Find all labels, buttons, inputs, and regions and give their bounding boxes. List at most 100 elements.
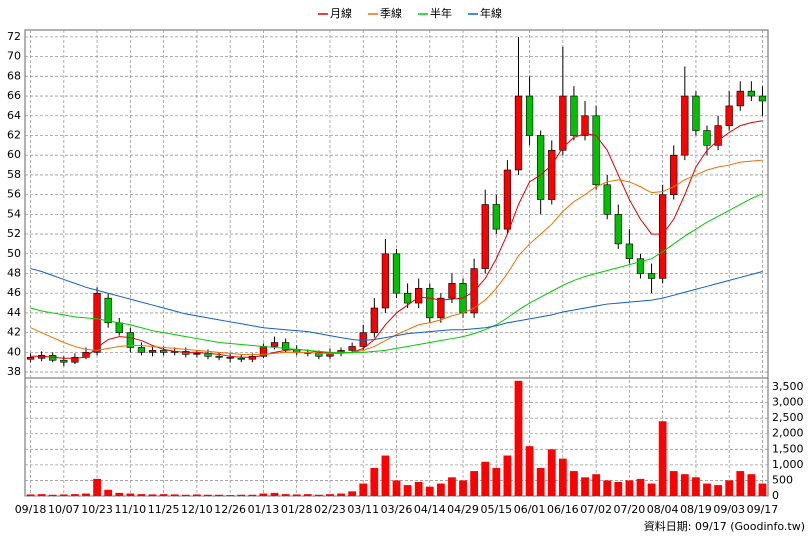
y2-tick-label: 500 [772,473,793,486]
volume-bar [525,446,534,496]
x-tick-label: 05/15 [480,503,512,516]
volume-bar [71,494,79,496]
legend-label: 年線 [480,6,502,20]
x-tick-label: 03/26 [381,503,413,516]
x-tick-label: 04/29 [447,503,479,516]
x-tick-label: 10/07 [48,503,80,516]
candle-body [548,149,556,200]
candle-body [758,95,767,102]
candle-body [481,204,489,269]
x-tick-label: 03/11 [347,503,379,516]
volume-bar [570,471,578,496]
volume-bar [625,480,634,496]
y-tick-label: 60 [7,148,21,161]
y-tick-label: 46 [7,286,21,299]
y-tick-label: 42 [7,326,21,339]
x-tick-label: 09/03 [713,503,745,516]
volume-bar [747,474,756,496]
x-tick-label: 07/20 [614,503,646,516]
volume-bar [736,471,745,496]
y2-tick-label: 1,000 [772,458,804,471]
x-tick-label: 01/13 [248,503,280,516]
y-tick-label: 64 [7,109,21,122]
volume-bar [215,494,223,496]
volume-bar [259,493,268,496]
x-tick-label: 04/14 [414,503,446,516]
volume-bar [48,494,57,496]
volume-bar [547,449,556,496]
x-tick-label: 02/23 [314,503,346,516]
volume-bar [647,483,656,496]
volume-bar [459,480,467,496]
y-tick-label: 62 [7,128,21,141]
volume-bar [104,489,113,496]
x-tick-label: 06/01 [514,503,546,516]
volume-bar [159,494,168,496]
volume-bar [148,494,157,496]
candle-body [692,95,700,131]
candle-body [93,292,101,353]
candle-body [270,342,279,347]
y2-tick-label: 0 [772,489,779,502]
volume-bar [503,455,512,496]
y-tick-label: 68 [7,69,21,82]
y-tick-label: 52 [7,227,21,240]
x-tick-label: 10/23 [81,503,113,516]
x-tick-label: 07/02 [580,503,612,516]
volume-bar [403,485,412,496]
y-tick-label: 54 [7,207,21,220]
volume-bar [359,483,368,496]
candle-body [647,273,656,279]
candle-body [403,292,412,304]
volume-bar [680,474,689,496]
volume-bar [326,494,334,496]
volume-bar [381,455,390,496]
volume-bar [181,494,190,496]
candle-body [503,169,512,230]
volume-bar [303,494,312,496]
candle-body [359,332,367,347]
volume-bar [59,494,68,496]
y-tick-label: 66 [7,89,21,102]
candle-body [193,353,201,355]
x-tick-label: 11/10 [114,503,146,516]
candle-body [348,346,356,351]
candle-body [426,287,434,319]
candle-body [415,287,423,304]
volume-bar [436,483,445,496]
candle-body [60,359,68,363]
candle-body [736,90,744,107]
candle-body [670,154,678,195]
legend-label: 季線 [380,6,402,20]
volume-bar [658,421,667,496]
candle-body [137,347,146,353]
x-tick-label: 08/04 [647,503,679,516]
volume-bar [137,494,146,496]
volume-bar [714,485,722,496]
y-tick-label: 72 [7,30,21,43]
ma-line [30,159,763,355]
candle-body [492,204,500,230]
volume-bar [337,493,345,496]
volume-bar [82,493,90,496]
candle-body [570,95,578,136]
candle-body [703,130,711,146]
volume-bar [248,494,257,496]
candle-body [581,115,589,136]
candle-body [237,357,245,360]
candle-body [126,332,134,348]
y2-tick-label: 1,500 [772,442,804,455]
volume-bar [725,480,734,496]
volume-bar [392,480,401,496]
candle-body [603,184,611,215]
y-tick-label: 38 [7,365,21,378]
y2-tick-label: 3,000 [772,396,804,409]
volume-bar [448,477,456,496]
volume-bar [669,471,678,496]
volume-bar [170,494,179,496]
volume-bar [703,483,711,496]
legend-label: 月線 [330,6,352,20]
candle-body [115,322,123,333]
y-tick-label: 44 [7,306,21,319]
